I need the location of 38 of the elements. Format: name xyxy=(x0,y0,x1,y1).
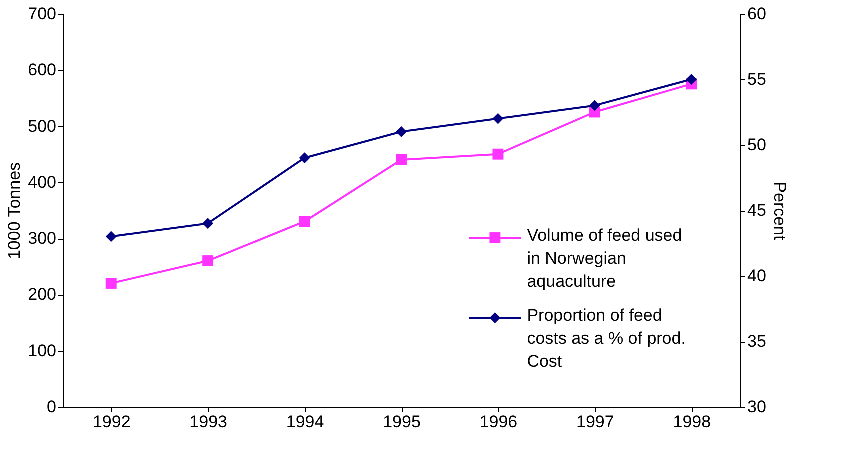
point xyxy=(686,74,698,85)
y2-tick-label: 55 xyxy=(748,70,766,89)
point xyxy=(492,113,504,124)
legend-label: Proportion of feed costs as a % of prod. Cost xyxy=(527,306,686,372)
y2-tick-label: 50 xyxy=(748,136,766,154)
point xyxy=(492,148,504,160)
x-tick-label: 1998 xyxy=(673,412,712,432)
x-tick-label: 1993 xyxy=(190,412,228,432)
point xyxy=(396,154,407,166)
y-tick-label: 300 xyxy=(28,229,56,248)
point xyxy=(106,231,117,242)
y-tick-label: 500 xyxy=(28,116,56,136)
y2-tick-label: 30 xyxy=(748,398,766,416)
point xyxy=(202,256,214,267)
y2-tick-label: 45 xyxy=(748,201,766,220)
y-tick-label: 200 xyxy=(28,285,56,304)
y2-axis-title: Percent xyxy=(770,182,790,241)
y2-tick-label: 60 xyxy=(748,4,766,24)
x-tick-label: 1995 xyxy=(383,412,421,432)
x-tick-label: 1997 xyxy=(576,412,614,432)
point xyxy=(299,216,310,228)
y-tick-label: 0 xyxy=(47,398,56,416)
y2-tick-label: 35 xyxy=(748,332,766,351)
y-tick-label: 100 xyxy=(28,341,56,360)
x-tick-label: 1996 xyxy=(480,412,518,432)
y-tick-label: 400 xyxy=(28,172,56,192)
point xyxy=(396,126,407,138)
point xyxy=(106,278,117,289)
point xyxy=(589,100,600,112)
y-axis-title: 1000 Tonnes xyxy=(5,162,24,260)
y-tick-label: 600 xyxy=(28,60,56,80)
x-tick-label: 1992 xyxy=(92,412,131,432)
y2-tick-label: 40 xyxy=(748,266,766,286)
legend-label: Volume of feed used in Norwegian aquaculture xyxy=(527,226,682,292)
point xyxy=(299,152,310,164)
y-tick-label: 700 xyxy=(28,4,56,24)
x-tick-label: 1994 xyxy=(286,412,324,432)
point xyxy=(202,218,214,230)
